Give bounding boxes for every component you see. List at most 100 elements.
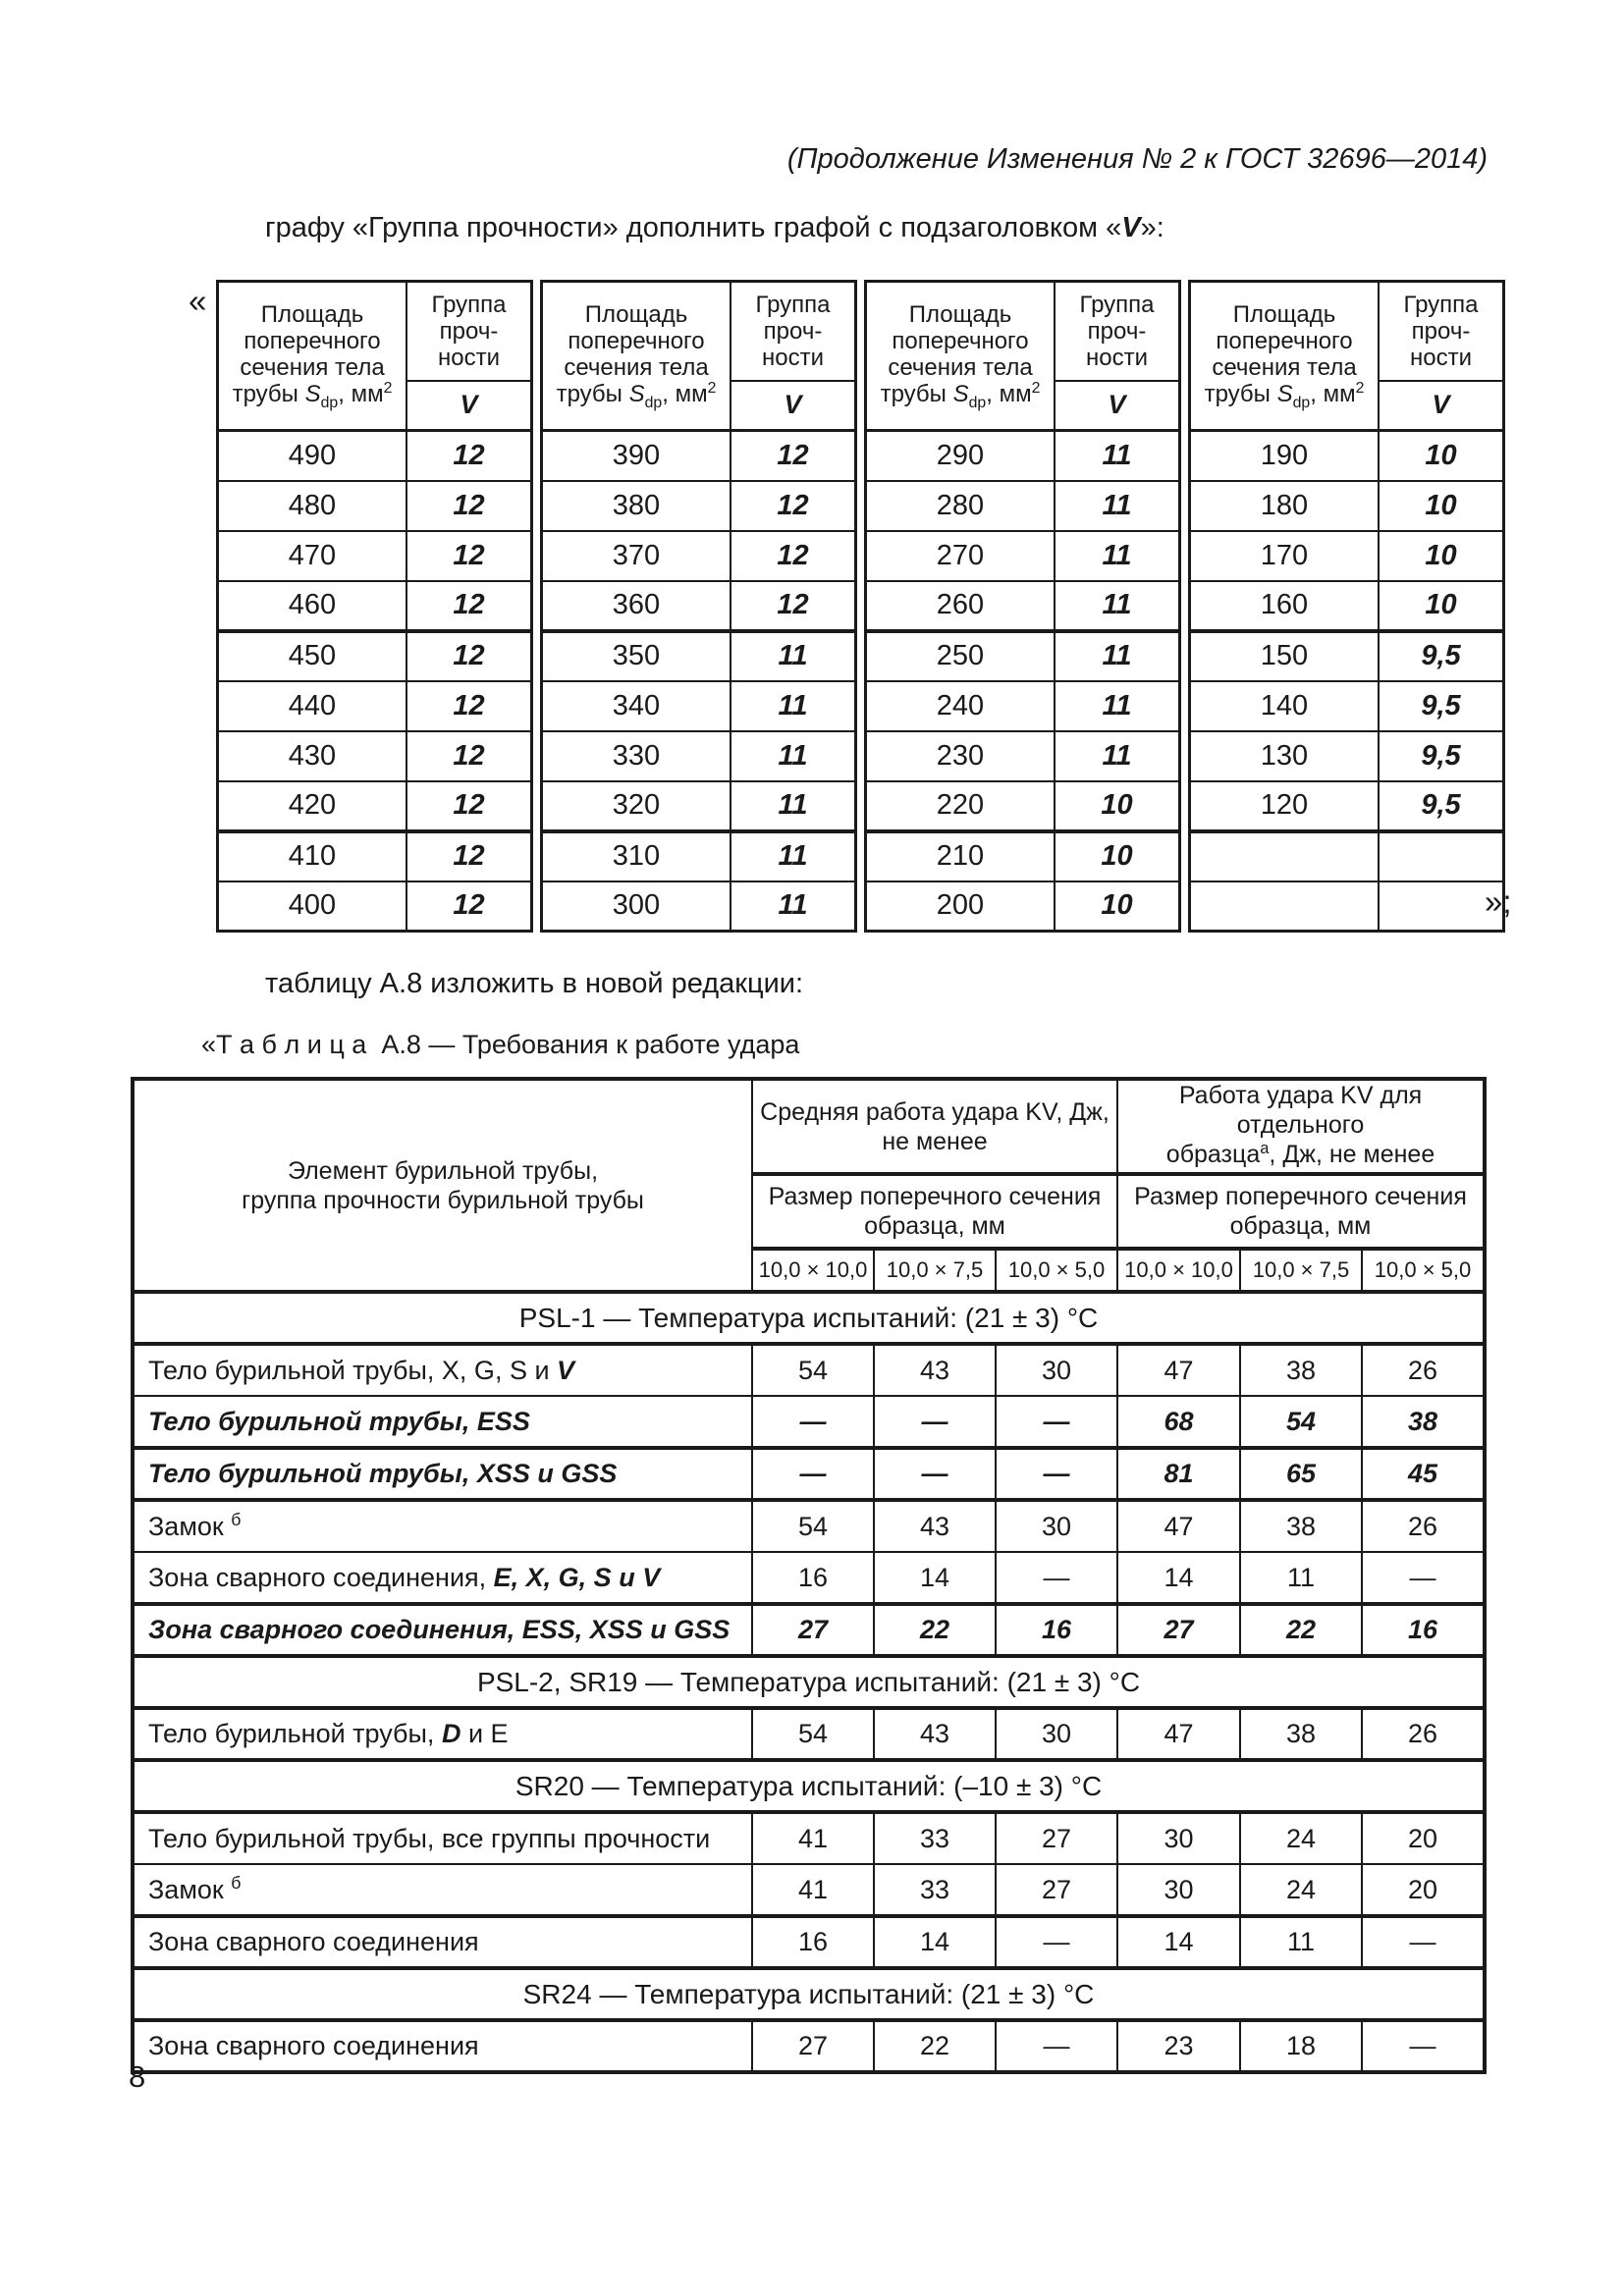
text-line: не менее — [882, 1127, 988, 1155]
text-line: поперечного — [1216, 328, 1353, 354]
area-value-cell: 260 — [864, 579, 1056, 633]
element-column-header: Элемент бурильной трубы, группа прочности… — [132, 1078, 753, 1294]
specimen-size-header: Размер поперечного сечения образца, мм — [1115, 1173, 1487, 1251]
header-row-specimen-size: Размер поперечного сечения образца, мм Раз… — [133, 1173, 1487, 1251]
value-cell: — — [1360, 1551, 1487, 1606]
table-header-row: Площадь поперечного сечения тела трубы Sdp,… — [864, 280, 1181, 432]
table-row: 350 11 — [540, 629, 857, 682]
strength-group-value-cell: 12 — [406, 529, 533, 582]
strength-group-value-cell: 10 — [1378, 529, 1505, 582]
text-line: ности — [1086, 344, 1148, 371]
table-row: 190 10 — [1188, 429, 1505, 482]
strength-group-value-cell: 9,5 — [1378, 629, 1505, 682]
text-segment: Замок — [148, 1874, 232, 1904]
text-segment: , мм — [338, 381, 384, 407]
value-cell: 43 — [873, 1343, 997, 1397]
table-row: 490 12 — [216, 429, 533, 482]
value-cell: 27 — [1116, 1603, 1241, 1657]
area-value-cell: 250 — [864, 629, 1056, 682]
text-segment: трубы — [232, 381, 305, 407]
area-header-formula: трубы Sdp, мм2 — [543, 380, 730, 410]
table-header-row: Площадь поперечного сечения тела трубы Sdp,… — [1188, 280, 1505, 432]
area-value-cell: 350 — [540, 629, 731, 682]
strength-group-value-cell: 10 — [1054, 829, 1181, 882]
text-segment: dp — [320, 394, 339, 411]
table-row: 360 12 — [540, 579, 857, 633]
value-cell: 22 — [873, 1603, 997, 1657]
text-segment: D — [441, 1719, 461, 1748]
table-row: Тело бурильной трубы, все группы прочнос… — [132, 1811, 1487, 1865]
value-cell: 20 — [1360, 1811, 1487, 1865]
value-cell: 26 — [1360, 1343, 1487, 1397]
section-header-row: PSL-2, SR19 — Температура испытаний: (21… — [131, 1654, 1487, 1710]
closing-quote-mark: »; — [1485, 883, 1512, 920]
table-row: 400 12 — [216, 880, 533, 933]
text-line: Размер поперечного сечения — [768, 1183, 1102, 1210]
table-row: Тело бурильной трубы, XSS и GSS — — —81 65 45 — [132, 1447, 1487, 1502]
value-cell: — — [995, 2019, 1118, 2073]
value-cell: 16 — [995, 1603, 1118, 1657]
strength-group-value-cell: 10 — [1378, 429, 1505, 482]
value-cell: — — [751, 1447, 875, 1502]
value-cell: — — [995, 1915, 1118, 1969]
value-cell: 81 — [1116, 1447, 1241, 1502]
text-segment: трубы — [556, 381, 629, 407]
table-row: 230 11 — [864, 729, 1181, 782]
area-column-header: Площадь поперечного сечения тела трубы Sdp,… — [540, 280, 731, 432]
table1-fragment-2: Площадь поперечного сечения тела трубы Sdp,… — [540, 280, 857, 933]
strength-group-value-cell: 9,5 — [1378, 729, 1505, 782]
strength-group-subheader-v: V — [406, 379, 533, 432]
table-row: 480 12 — [216, 479, 533, 532]
table-row: Тело бурильной трубы, ESS — — —68 54 38 — [132, 1395, 1487, 1450]
strength-group-value-cell: 11 — [1054, 529, 1181, 582]
area-value-cell: 390 — [540, 429, 731, 482]
table-row: 340 11 — [540, 679, 857, 732]
table-row: 290 11 — [864, 429, 1181, 482]
table-row: Тело бурильной трубы, X, G, S и V 54 43 30 4… — [132, 1343, 1487, 1397]
text-segment: образца — [1165, 1141, 1261, 1168]
area-value-cell: 450 — [216, 629, 407, 682]
text-line: ности — [438, 344, 500, 371]
area-value-cell: 440 — [216, 679, 407, 732]
section-header-row: PSL-1 — Температура испытаний: (21 ± 3) … — [131, 1290, 1487, 1346]
row-label-cell: Зона сварного соединения — [132, 2019, 753, 2073]
value-cell: 20 — [1360, 1863, 1487, 1918]
value-cell: 30 — [995, 1707, 1118, 1761]
strength-group-value-cell: 11 — [730, 829, 857, 882]
text-line: поперечного — [568, 328, 705, 354]
table-row: Зона сварного соединения 16 14—14 11— — [132, 1915, 1487, 1969]
value-cell: 14 — [873, 1551, 997, 1606]
area-value-cell — [1188, 880, 1380, 933]
table-row: 240 11 — [864, 679, 1181, 732]
value-cell: 41 — [751, 1811, 875, 1865]
area-value-cell: 470 — [216, 529, 407, 582]
strength-group-value-cell: 12 — [730, 529, 857, 582]
table-header-row: Площадь поперечного сечения тела трубы Sdp,… — [540, 280, 857, 432]
text-segment: dp — [1292, 394, 1311, 411]
text-segment: V — [557, 1355, 575, 1385]
area-value-cell: 320 — [540, 779, 731, 833]
text-segment: S — [304, 381, 321, 407]
value-cell: 43 — [873, 1499, 997, 1553]
table-row: 260 11 — [864, 579, 1181, 633]
text-line: сечения тела — [888, 354, 1033, 381]
area-value-cell: 210 — [864, 829, 1056, 882]
dimension-header-cell: 10,0 × 5,0 — [995, 1248, 1118, 1294]
text-segment: S — [628, 381, 645, 407]
text-segment: 2 — [383, 380, 393, 398]
text-segment: б — [231, 1509, 242, 1529]
area-value-cell: 190 — [1188, 429, 1380, 482]
strength-group-value-cell: 12 — [730, 579, 857, 633]
text-segment: »: — [1140, 212, 1164, 243]
table-row: 130 9,5 — [1188, 729, 1505, 782]
value-cell: 33 — [873, 1863, 997, 1918]
table1-fragment-1: Площадь поперечного сечения тела трубы Sdp,… — [216, 280, 533, 933]
table-row: Тело бурильной трубы, D и Е 54 43 30 47 38 26 — [132, 1707, 1487, 1761]
strength-group-value-cell: 11 — [730, 679, 857, 732]
dimension-header-cell: 10,0 × 7,5 — [873, 1248, 997, 1294]
value-cell: — — [1360, 2019, 1487, 2073]
text-segment: а — [1260, 1139, 1270, 1157]
text-line: Средняя работа удара KV, Дж, — [760, 1097, 1110, 1126]
strength-group-value-cell: 12 — [406, 429, 533, 482]
table-row: 160 10 — [1188, 579, 1505, 633]
